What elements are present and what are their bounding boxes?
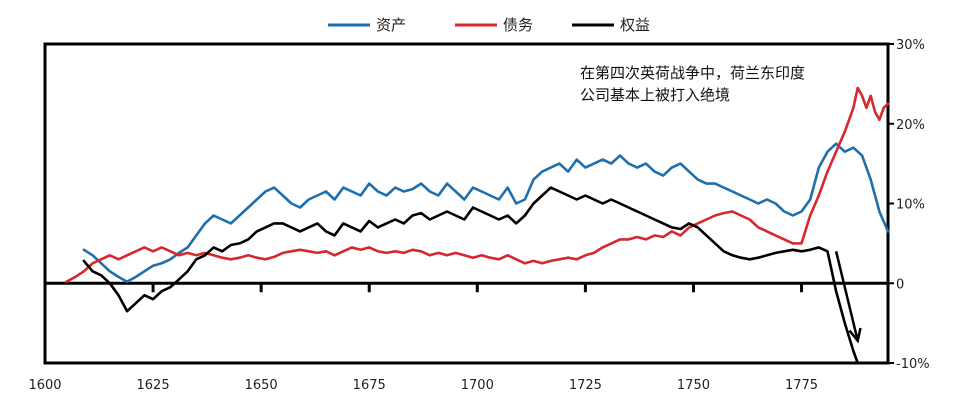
y-tick-label: 10% xyxy=(896,198,925,213)
series-line xyxy=(82,186,859,365)
arrow-shaft xyxy=(834,251,859,341)
series-line xyxy=(82,142,890,283)
arrow-head xyxy=(848,327,862,344)
legend: 资产 债务 权益 xyxy=(328,16,650,34)
series-line xyxy=(65,86,890,283)
annotation-line-2: 公司基本上被打入绝境 xyxy=(580,86,730,104)
legend-label-assets: 资产 xyxy=(376,16,406,34)
legend-label-equity: 权益 xyxy=(620,16,650,34)
x-tick-label: 1700 xyxy=(461,378,494,393)
x-tick-label: 1775 xyxy=(785,378,818,393)
y-tick-label: 30% xyxy=(896,38,925,53)
x-tick-label: 1725 xyxy=(569,378,602,393)
x-tick-label: 1625 xyxy=(137,378,170,393)
y-tick-label: 0 xyxy=(896,277,904,292)
series-lines xyxy=(65,86,890,365)
y-axis: 30% 20% 10% 0 -10% xyxy=(888,38,930,372)
x-tick-label: 1650 xyxy=(245,378,278,393)
plot-frame xyxy=(43,42,890,365)
x-tick-label: 1600 xyxy=(28,378,61,393)
x-axis: 1600 1625 1650 1675 1700 1725 1750 1775 xyxy=(28,283,818,393)
y-tick-label: 20% xyxy=(896,118,925,133)
legend-label-debt: 债务 xyxy=(503,16,533,34)
x-tick-label: 1750 xyxy=(677,378,710,393)
arrow xyxy=(834,251,862,344)
y-tick-label: -10% xyxy=(896,357,930,372)
annotation-line-1: 在第四次英荷战争中，荷兰东印度 xyxy=(580,64,805,82)
annotation: 在第四次英荷战争中，荷兰东印度 公司基本上被打入绝境 xyxy=(580,64,805,104)
x-tick-label: 1675 xyxy=(353,378,386,393)
